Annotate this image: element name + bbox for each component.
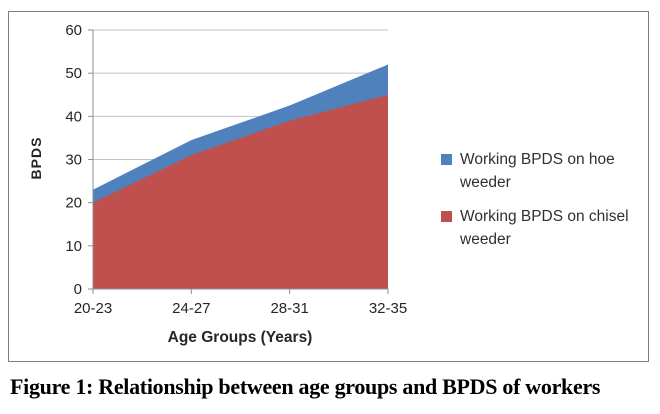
legend-swatch-chisel-icon bbox=[441, 211, 452, 222]
figure-frame: 0 10 20 30 40 50 60 20-23 24-27 28-31 32-35 BPDS A… bbox=[8, 11, 649, 362]
legend-label-hoe: Working BPDS on hoe weeder bbox=[460, 151, 615, 191]
area-series-1 bbox=[93, 94, 388, 289]
x-axis-title: Age Groups (Years) bbox=[167, 329, 313, 346]
y-tick-label: 30 bbox=[65, 152, 82, 169]
x-tick-label: 32-35 bbox=[369, 300, 407, 317]
y-tick-label: 20 bbox=[65, 195, 82, 212]
figure-caption: Figure 1: Relationship between age group… bbox=[10, 374, 601, 399]
y-tick-label: 50 bbox=[65, 65, 82, 82]
x-tick-label: 24-27 bbox=[172, 300, 210, 317]
plot-svg: 0 10 20 30 40 50 60 20-23 24-27 28-31 32-35 bbox=[65, 22, 407, 317]
legend: Working BPDS on hoe weeder Working BPDS … bbox=[441, 148, 641, 251]
y-tick-label: 40 bbox=[65, 108, 82, 125]
y-axis-title: BPDS bbox=[28, 136, 44, 180]
y-tick-label: 0 bbox=[74, 281, 82, 298]
legend-entry-hoe-weeder: Working BPDS on hoe weeder bbox=[441, 148, 641, 194]
legend-label-chisel: Working BPDS on chisel weeder bbox=[460, 208, 629, 248]
x-tick-label: 28-31 bbox=[270, 300, 308, 317]
y-tick-label: 60 bbox=[65, 22, 82, 39]
legend-entry-chisel-weeder: Working BPDS on chisel weeder bbox=[441, 205, 641, 251]
y-tick-label: 10 bbox=[65, 238, 82, 255]
legend-swatch-hoe-icon bbox=[441, 154, 452, 165]
x-tick-label: 20-23 bbox=[74, 300, 112, 317]
